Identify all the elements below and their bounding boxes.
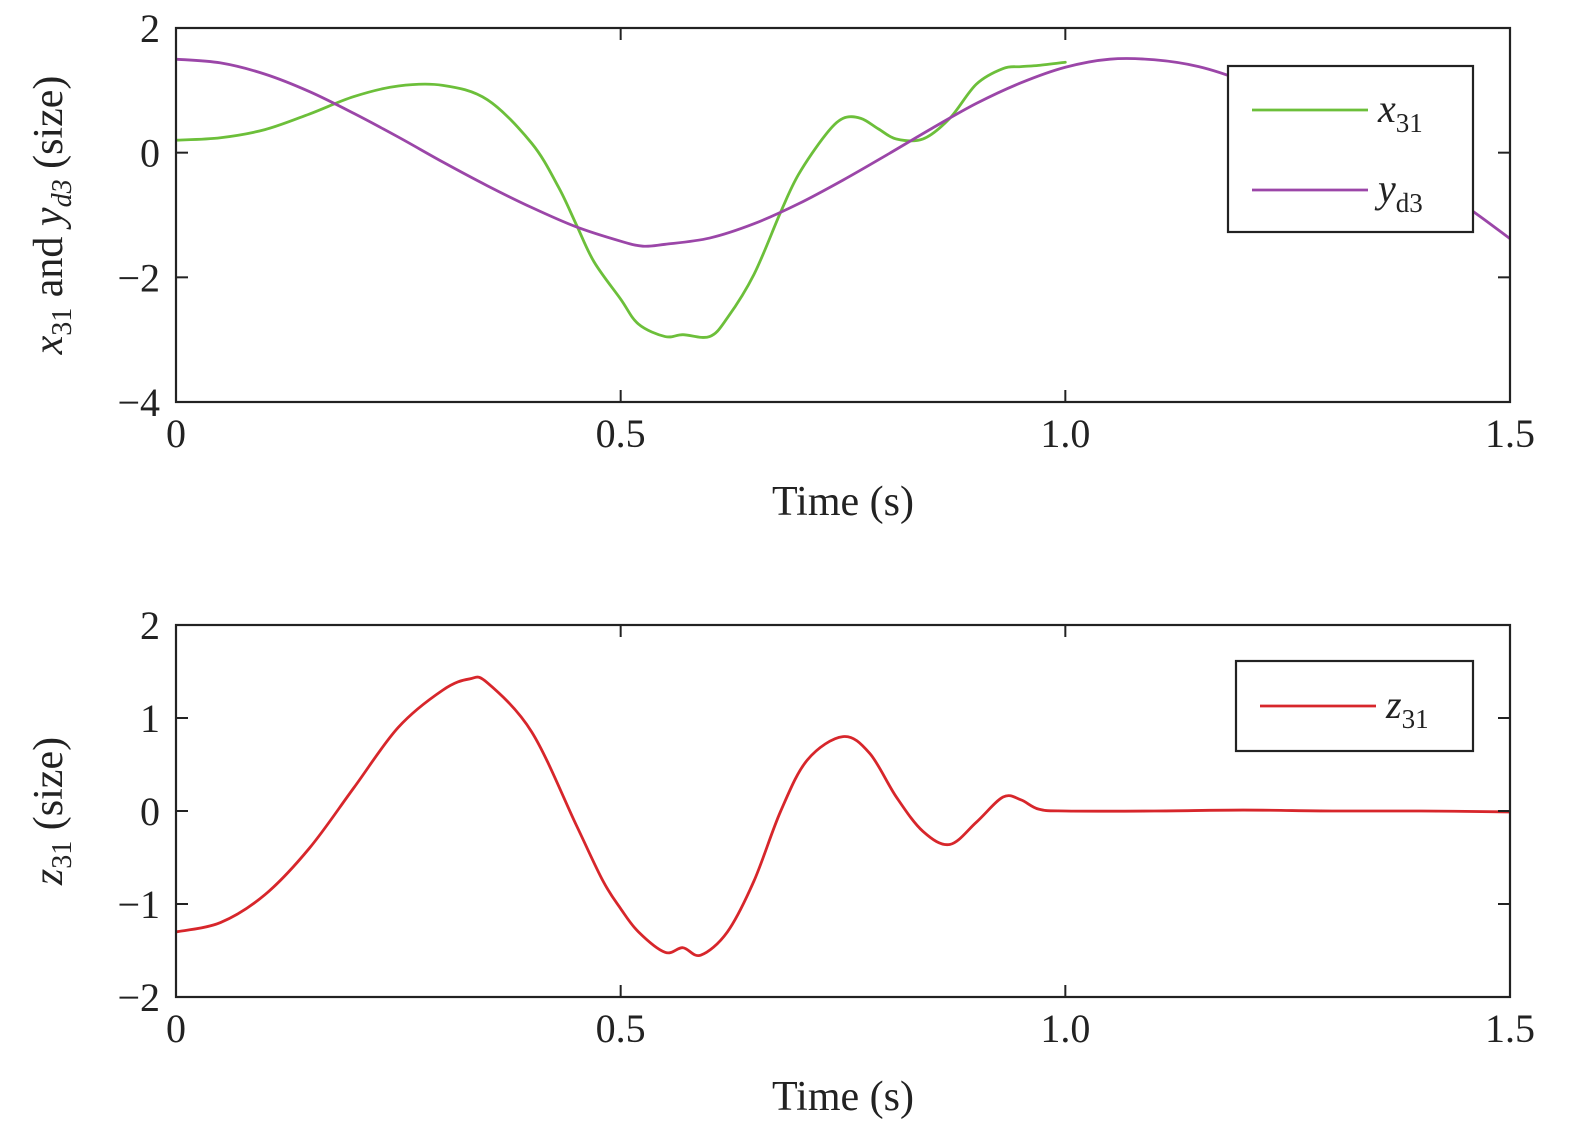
y-tick-label: 0 [140, 789, 160, 834]
x-tick-label: 1.0 [1040, 1006, 1090, 1051]
x-tick-label: 1.0 [1040, 411, 1090, 456]
x-tick-label: 1.5 [1485, 1006, 1535, 1051]
x-tick-label: 1.5 [1485, 411, 1535, 456]
y-tick-label: −2 [117, 975, 160, 1020]
y-axis-title: x31 and yd3 (size) [26, 76, 78, 356]
y-axis-title-part: z [26, 869, 72, 886]
y-tick-label: 2 [140, 6, 160, 51]
y-axis-title-part: and [26, 226, 72, 308]
legend-label-z31: z31 [1385, 682, 1429, 734]
top-panel: 0 0.5 1.0 1.5 −4 −2 0 2 Time (s) x31 and yd3 (siz… [26, 6, 1535, 525]
x-tick-label: 0 [166, 1006, 186, 1051]
x-tick-label: 0 [166, 411, 186, 456]
y-tick-label: −1 [117, 882, 160, 927]
legend-label-yd3: yd3 [1374, 166, 1423, 218]
legend: z31 [1234, 659, 1475, 753]
plot-frame [174, 26, 1512, 404]
y-tick-label: −2 [117, 255, 160, 300]
x-tick-label: 0.5 [596, 411, 646, 456]
y-tick-label: 0 [140, 131, 160, 176]
y-axis-title-part: 31 [47, 308, 78, 336]
x-axis-title: Time (s) [772, 479, 914, 525]
y-tick-label: 2 [140, 603, 160, 648]
x-axis-title: Time (s) [772, 1074, 914, 1120]
y-axis-title: z31 (size) [26, 737, 78, 886]
y-axis-title-part: x [26, 335, 72, 355]
x-tick-label: 0.5 [596, 1006, 646, 1051]
legend-label-x31: x31 [1377, 86, 1423, 138]
series-group [176, 675, 1510, 957]
y-axis-title-part: 31 [47, 841, 78, 869]
series-x31-line [176, 60, 1067, 339]
y-axis-title-part: (size) [26, 737, 72, 841]
y-axis-title-part: (size) [26, 76, 72, 180]
series-z31-line [176, 675, 1510, 957]
y-tick-label: −4 [117, 380, 160, 425]
y-axis-title-part: d3 [47, 179, 78, 207]
legend-box [1226, 64, 1475, 234]
legend: x31 yd3 [1226, 64, 1475, 234]
y-axis-title-part: y [26, 207, 72, 230]
y-tick-label: 1 [140, 696, 160, 741]
